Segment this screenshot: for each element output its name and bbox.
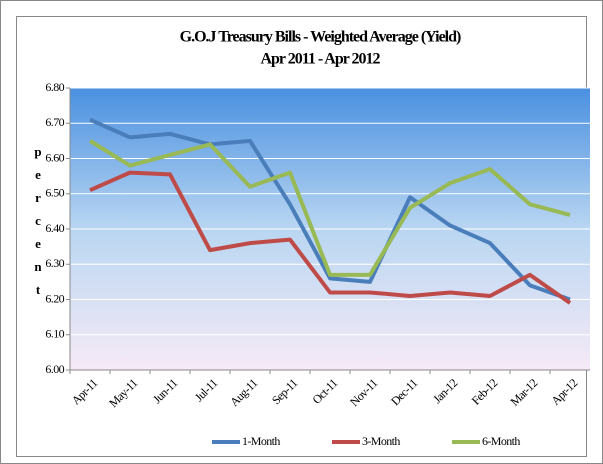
y-tick-label: 6.40 xyxy=(45,221,64,235)
y-tick-label: 6.80 xyxy=(45,80,64,94)
line-series xyxy=(88,139,571,277)
y-tick-label: 6.30 xyxy=(45,256,64,270)
y-tick-label: 6.00 xyxy=(45,362,64,376)
y-tick-label: 6.70 xyxy=(45,115,64,129)
legend-label: 3-Month xyxy=(362,434,400,448)
chart-title: G.O.J Treasury Bills - Weighted Average … xyxy=(180,29,461,46)
y-tick-label: 6.20 xyxy=(45,291,64,305)
legend-label: 6-Month xyxy=(482,434,520,448)
line-series xyxy=(89,117,571,302)
chart-subtitle: Apr 2011 - Apr 2012 xyxy=(260,51,380,68)
y-tick-label: 6.50 xyxy=(45,186,64,200)
y-tick-label: 6.60 xyxy=(45,150,64,164)
y-tick-label: 6.10 xyxy=(45,327,64,341)
y-axis-label: percent xyxy=(34,144,42,297)
line-series xyxy=(89,170,572,305)
legend-label: 1-Month xyxy=(242,434,280,448)
